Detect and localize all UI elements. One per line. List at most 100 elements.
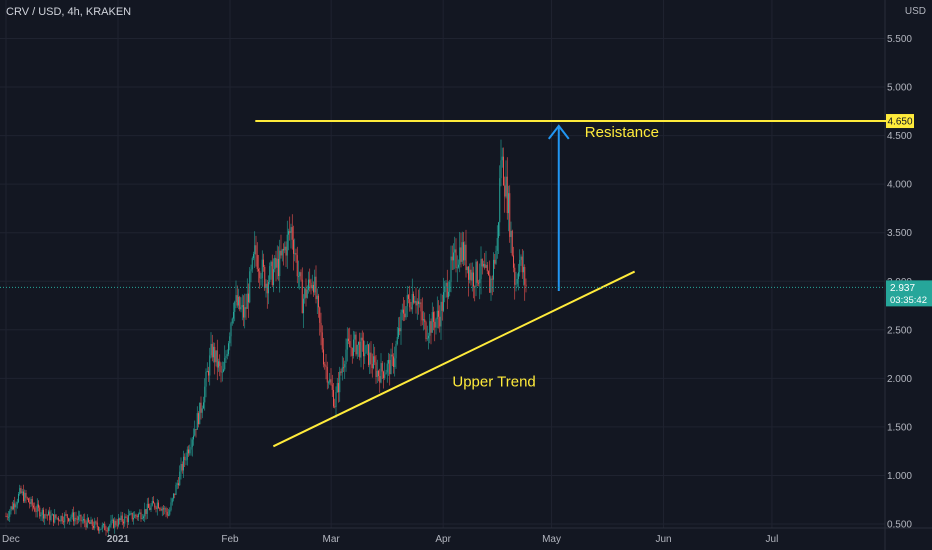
candle-body — [44, 514, 46, 519]
candle-body — [375, 362, 377, 378]
candle-body — [516, 279, 518, 284]
candle-body — [429, 321, 431, 336]
candle-body — [288, 231, 289, 235]
candle-body — [353, 339, 354, 356]
candle-body — [506, 176, 508, 214]
candle-body — [200, 402, 202, 413]
candle-body — [463, 242, 464, 261]
candle-body — [298, 276, 299, 278]
candle-body — [30, 498, 32, 504]
candle-body — [16, 501, 18, 505]
candle-body — [483, 263, 484, 267]
candle-body — [138, 513, 139, 518]
candle-body — [78, 516, 79, 520]
candle-body — [304, 288, 306, 299]
candle-body — [114, 520, 116, 528]
candle-body — [189, 449, 191, 454]
candle-body — [328, 382, 329, 384]
candle-body — [333, 389, 334, 407]
candle-body — [324, 364, 326, 366]
candle-body — [425, 322, 427, 339]
candle-body — [171, 498, 173, 503]
candle-body — [459, 247, 461, 265]
candle-body — [203, 402, 204, 409]
candle-body — [26, 497, 28, 499]
candle-body — [455, 249, 457, 268]
candle-body — [479, 279, 481, 284]
candle-body — [8, 516, 9, 518]
candle-body — [178, 483, 179, 486]
candle-body — [228, 343, 229, 355]
candle-body — [295, 253, 297, 256]
candle-body — [169, 510, 171, 515]
candle-body — [525, 284, 527, 287]
candle-body — [141, 518, 143, 519]
candle-body — [351, 347, 353, 356]
candle-body — [66, 514, 68, 519]
candle-body — [80, 514, 82, 522]
candle-body — [151, 501, 153, 506]
candle-body — [135, 514, 137, 516]
candle-body — [175, 484, 177, 495]
candle-body — [14, 503, 16, 508]
candle-body — [260, 278, 262, 279]
candle-body — [473, 272, 474, 287]
candle-body — [34, 507, 36, 512]
candle-body — [433, 312, 434, 322]
candle-body — [70, 516, 72, 519]
candle-body — [154, 503, 156, 508]
candle-body — [325, 365, 327, 367]
candle-body — [165, 508, 167, 512]
candle-body — [405, 306, 407, 318]
candle-body — [223, 369, 224, 372]
candle-body — [119, 518, 121, 521]
candle-body — [263, 259, 264, 267]
candle-body — [364, 353, 366, 357]
candle-body — [368, 344, 369, 365]
candle-body — [88, 518, 89, 522]
candle-body — [209, 355, 211, 376]
candle-body — [299, 272, 301, 277]
candle-body — [255, 245, 257, 255]
candle-body — [170, 502, 172, 511]
candle-body — [208, 370, 209, 376]
candle-body — [149, 507, 151, 510]
candle-body — [91, 519, 93, 526]
candle-body — [434, 321, 436, 328]
candle-body — [75, 517, 77, 519]
candle-body — [95, 521, 97, 523]
x-tick-label: Dec — [2, 534, 20, 545]
candle-body — [480, 258, 482, 280]
candle-body — [454, 249, 456, 253]
candle-body — [164, 508, 166, 510]
candle-body — [395, 344, 397, 359]
candle-body — [518, 272, 519, 280]
candle-body — [399, 328, 401, 332]
candle-body — [491, 278, 493, 280]
upper-trend-label: Upper Trend — [452, 373, 535, 390]
candle-body — [176, 483, 178, 485]
candle-body — [144, 509, 146, 517]
y-tick-label: 0.500 — [887, 520, 912, 531]
candle-body — [331, 384, 333, 390]
candle-body — [421, 311, 423, 321]
y-tick-label: 3.500 — [887, 228, 912, 239]
candle-body — [329, 379, 331, 383]
candle-body — [398, 328, 399, 338]
candle-body — [403, 309, 404, 314]
candle-body — [521, 256, 523, 273]
candle-body — [501, 156, 503, 161]
candle-body — [214, 346, 216, 363]
candle-body — [73, 512, 74, 522]
candle-body — [418, 301, 419, 304]
candle-body — [409, 298, 411, 308]
candle-body — [374, 356, 376, 363]
y-tick-label: 4.000 — [887, 180, 912, 191]
candle-body — [300, 272, 302, 280]
candle-body — [220, 365, 222, 373]
candle-body — [388, 359, 389, 364]
candle-body — [390, 354, 392, 375]
candle-body — [341, 367, 343, 373]
candle-body — [40, 514, 42, 517]
